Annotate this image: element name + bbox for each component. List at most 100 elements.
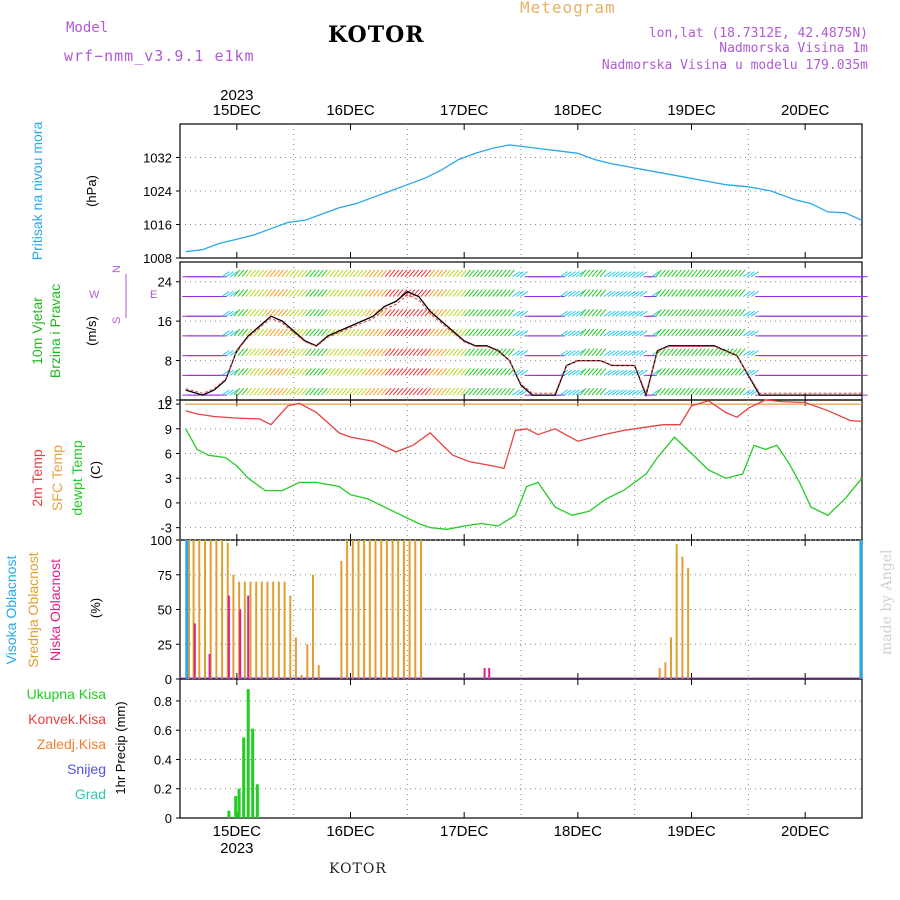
wind-arrow bbox=[559, 350, 568, 357]
wind-arrow bbox=[265, 348, 272, 356]
wind-arrow bbox=[313, 289, 320, 297]
wind-arrow bbox=[675, 269, 682, 278]
cloud-bar bbox=[670, 637, 672, 679]
wind-arrow bbox=[651, 330, 660, 337]
wind-arrow bbox=[249, 308, 257, 317]
wind-arrow bbox=[368, 308, 376, 317]
wind-arrow bbox=[603, 389, 612, 396]
wind-arrow bbox=[273, 308, 280, 317]
wind-arrow bbox=[420, 289, 428, 297]
wind-arrow bbox=[460, 328, 467, 337]
wind-arrow bbox=[305, 308, 312, 317]
wind-arrow bbox=[468, 387, 475, 396]
wind-arrow bbox=[289, 308, 296, 317]
wind-arrow bbox=[345, 289, 352, 297]
wind-arrow bbox=[233, 269, 241, 278]
y-tick-label: 0 bbox=[165, 496, 172, 511]
wind-arrow bbox=[695, 387, 702, 396]
footer-city: KOTOR bbox=[329, 861, 387, 877]
wind-arrow bbox=[281, 368, 288, 376]
wind-arrow bbox=[400, 308, 408, 317]
wind-arrow bbox=[472, 289, 479, 297]
wind-arrow bbox=[448, 387, 455, 396]
wind-arrow bbox=[285, 387, 292, 396]
wind-arrow bbox=[356, 308, 364, 317]
wind-arrow bbox=[663, 368, 670, 376]
wind-arrow bbox=[730, 348, 738, 356]
wind-arrow bbox=[293, 328, 300, 337]
wind-arrow bbox=[567, 369, 576, 376]
wind-arrow bbox=[746, 350, 755, 357]
wind-arrow bbox=[380, 387, 388, 396]
wind-arrow bbox=[297, 368, 304, 376]
precip-bar bbox=[251, 728, 255, 818]
wind-arrow bbox=[675, 348, 682, 356]
wind-arrow bbox=[607, 350, 616, 357]
wind-arrow bbox=[516, 369, 525, 376]
wind-arrow bbox=[341, 368, 348, 376]
clouds-grid: 0 25 50 75 100 bbox=[150, 533, 862, 687]
wind-arrow bbox=[329, 289, 336, 297]
y-tick-label: 9 bbox=[165, 422, 172, 437]
wind-arrow bbox=[281, 289, 288, 297]
bottom-day-label: 16DEC bbox=[326, 823, 375, 840]
wind-arrow bbox=[233, 308, 241, 317]
wind-arrow bbox=[345, 308, 352, 317]
wind-arrow bbox=[488, 348, 495, 356]
wind-arrow bbox=[738, 387, 746, 396]
wind-arrow bbox=[428, 348, 436, 356]
wind-arrow bbox=[356, 348, 364, 356]
wind-arrow bbox=[428, 328, 436, 337]
wind-arrow bbox=[472, 348, 479, 356]
wind-arrow bbox=[711, 308, 718, 317]
wind-arrow bbox=[468, 289, 475, 297]
wind-arrow bbox=[440, 348, 448, 356]
wind-arrow bbox=[229, 271, 238, 278]
wind-arrow bbox=[484, 328, 491, 337]
wind-arrow bbox=[722, 289, 730, 297]
wind-arrow bbox=[707, 387, 714, 396]
wind-arrow bbox=[492, 269, 499, 278]
wind-arrow bbox=[400, 368, 408, 376]
wind-arrow bbox=[313, 348, 320, 356]
lonlat-text: lon,lat (18.7312E, 42.4875N) bbox=[648, 26, 868, 41]
wind-arrow bbox=[301, 308, 308, 317]
wind-arrow bbox=[476, 289, 483, 297]
cloud-bar bbox=[488, 667, 491, 679]
wind-arrow bbox=[277, 308, 284, 317]
wind-arrow bbox=[269, 308, 276, 317]
wind-arrow bbox=[631, 271, 640, 278]
wind-arrow bbox=[583, 328, 591, 337]
wind-arrow bbox=[571, 271, 580, 278]
wind-arrow bbox=[464, 328, 471, 337]
wind-arrow bbox=[679, 387, 686, 396]
wind-arrow bbox=[687, 328, 694, 337]
bottom-year-label: 2023 bbox=[220, 840, 253, 857]
cloud-bar bbox=[687, 567, 690, 679]
wind-arrow bbox=[420, 269, 428, 278]
wind-arrow bbox=[703, 289, 710, 297]
wind-arrow bbox=[611, 271, 620, 278]
wind-arrow bbox=[241, 269, 249, 278]
wind-arrow bbox=[714, 328, 722, 337]
wind-arrow bbox=[313, 387, 320, 396]
wind-arrow bbox=[579, 269, 587, 278]
wind-dir-w: W bbox=[89, 289, 100, 301]
wind-arrow bbox=[305, 368, 312, 376]
wind-arrow bbox=[241, 368, 249, 376]
cloud-bar bbox=[300, 674, 303, 679]
wind-arrow bbox=[639, 330, 648, 337]
wind-arrow bbox=[452, 289, 459, 297]
y-tick-label: 3 bbox=[165, 471, 172, 486]
wind-arrow bbox=[567, 290, 576, 297]
wind-arrow bbox=[631, 290, 640, 297]
wind-arrow bbox=[476, 368, 483, 376]
wind-arrow bbox=[376, 308, 384, 317]
wind-arrow bbox=[257, 308, 264, 317]
wind-arrow bbox=[269, 387, 276, 396]
wind-arrow bbox=[261, 348, 268, 356]
cloud-bar bbox=[193, 623, 196, 679]
wind-arrow bbox=[317, 308, 324, 317]
wind-arrow bbox=[655, 368, 662, 376]
wind-arrow bbox=[512, 350, 521, 357]
